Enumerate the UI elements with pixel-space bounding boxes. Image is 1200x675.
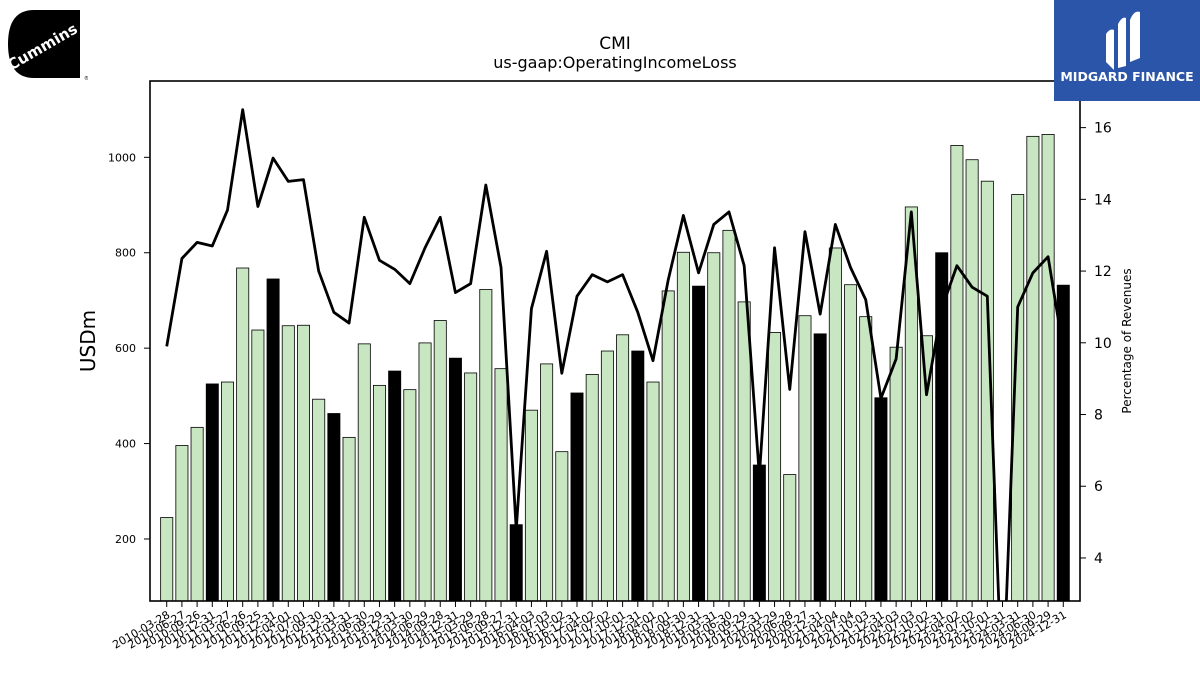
bar	[570, 392, 584, 602]
bar	[160, 517, 174, 602]
bar	[433, 320, 447, 602]
y-axis-label: USDm	[76, 310, 100, 372]
bars-layer	[160, 134, 1070, 602]
y-tick-label: 400	[115, 438, 136, 451]
midgard-emblem-icon	[1106, 11, 1140, 70]
bar	[616, 334, 630, 602]
bar	[631, 350, 645, 602]
bar	[798, 315, 812, 602]
bar	[312, 398, 326, 602]
bar	[783, 474, 797, 602]
bar	[661, 290, 675, 602]
y2-tick-label: 6	[1094, 479, 1103, 495]
bar	[540, 363, 554, 602]
y2-tick-label: 14	[1094, 192, 1112, 208]
bar	[1026, 135, 1040, 602]
bar	[296, 324, 310, 602]
bar	[372, 384, 386, 602]
bar	[221, 381, 234, 602]
percentage-line	[165, 108, 1065, 601]
bar	[464, 372, 478, 602]
bar	[692, 285, 706, 602]
svg-text:®: ®	[84, 75, 88, 82]
bar	[813, 333, 827, 602]
bar	[555, 451, 569, 602]
bar	[388, 370, 402, 602]
bar	[251, 329, 265, 602]
bar	[646, 381, 660, 602]
bar	[524, 409, 538, 602]
bar	[342, 436, 356, 602]
bar	[874, 397, 888, 602]
bar	[266, 278, 280, 602]
midgard-logo-bg	[1054, 0, 1200, 101]
chart-title: CMI	[599, 34, 631, 54]
y-axis-right: 4 6 8 10 12 14 16	[1080, 121, 1112, 567]
bar	[205, 383, 219, 602]
bar	[494, 368, 508, 602]
bar	[768, 332, 782, 602]
plot-frame	[149, 80, 1081, 602]
bar	[707, 252, 721, 602]
cummins-logo: Cummins ®	[4, 6, 89, 82]
x-axis: 2010-03-282010-06-272010-09-262010-12-31…	[110, 601, 1069, 652]
y2-tick-label: 4	[1094, 551, 1103, 567]
bar	[281, 325, 295, 602]
bar	[509, 524, 523, 602]
y-tick-label: 1000	[108, 151, 136, 164]
bar	[418, 342, 432, 602]
bar	[737, 301, 751, 602]
chart-subtitle: us-gaap:OperatingIncomeLoss	[493, 53, 737, 72]
midgard-finance-logo: MIDGARD FINANCE	[1054, 0, 1200, 101]
bar	[479, 289, 493, 602]
bar	[403, 389, 417, 602]
bar	[676, 251, 690, 602]
y-tick-label: 800	[115, 247, 136, 260]
y-tick-label: 600	[115, 342, 136, 355]
bar	[585, 373, 599, 602]
midgard-logo-text: MIDGARD FINANCE	[1060, 69, 1193, 84]
line-layer	[165, 108, 1065, 601]
y2-tick-label: 16	[1094, 121, 1112, 137]
bar	[889, 346, 903, 602]
bar	[1041, 134, 1055, 602]
y2-axis-label: Percentage of Revenues	[1120, 268, 1134, 413]
bar	[828, 247, 842, 602]
bar	[844, 284, 858, 602]
bar	[357, 343, 371, 602]
bar	[175, 445, 189, 602]
bar	[448, 357, 462, 602]
y-axis-left: 200 400 600 800 1000	[108, 151, 150, 546]
bar	[327, 413, 341, 602]
bar	[950, 144, 964, 602]
bar	[600, 350, 614, 602]
bar	[190, 426, 204, 602]
bar	[236, 267, 250, 602]
y-tick-label: 200	[115, 533, 136, 546]
bar	[859, 316, 873, 602]
y2-tick-label: 10	[1094, 336, 1112, 352]
y2-tick-label: 8	[1094, 408, 1103, 424]
bar	[965, 159, 979, 602]
y2-tick-label: 12	[1094, 264, 1112, 280]
bar	[752, 464, 766, 602]
bar	[722, 229, 736, 602]
